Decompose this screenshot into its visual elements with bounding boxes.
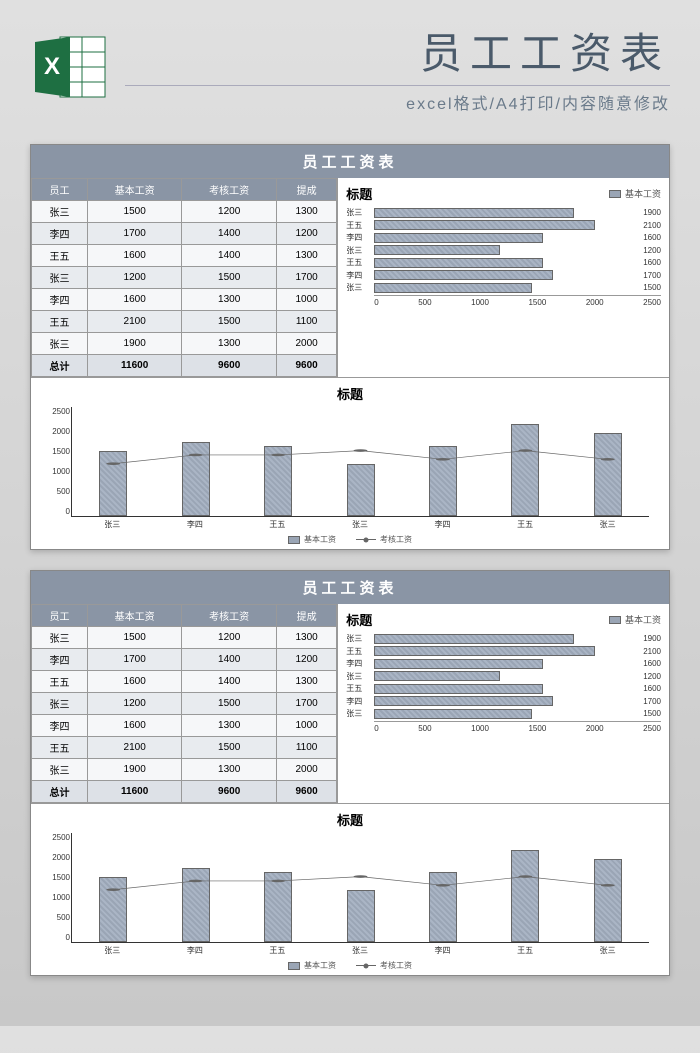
hbar-row: 李四1600 <box>346 658 661 669</box>
hbar-row: 张三1900 <box>346 207 661 218</box>
excel-icon: X <box>30 32 110 102</box>
column-header: 员工 <box>32 605 88 627</box>
y-axis-ticks: 05001000150020002500 <box>42 407 70 516</box>
table-row: 张三190013002000 <box>32 333 337 355</box>
combo-bar <box>182 868 210 942</box>
combo-title: 标题 <box>41 384 659 403</box>
salary-sheet: 员工工资表员工基本工资考核工资提成张三150012001300李四1700140… <box>30 144 670 550</box>
combo-bar <box>429 872 457 942</box>
combo-bar <box>594 859 622 942</box>
combo-chart: 标题 05001000150020002500张三李四王五张三李四王五张三基本工资… <box>31 803 669 975</box>
combo-bar <box>99 451 127 516</box>
hbar-legend: 基本工资 <box>609 187 661 200</box>
column-header: 基本工资 <box>87 179 182 201</box>
table-row: 张三190013002000 <box>32 759 337 781</box>
hbar-row: 李四1600 <box>346 232 661 243</box>
y-axis-ticks: 05001000150020002500 <box>42 833 70 942</box>
table-row: 张三150012001300 <box>32 627 337 649</box>
x-axis-labels: 张三李四王五张三李四王五张三 <box>71 945 649 956</box>
hbar-row: 王五1600 <box>346 257 661 268</box>
horizontal-bar-chart: 标题 基本工资张三1900 王五2100李四1600 张三1200王五1600 李四17… <box>337 604 669 803</box>
hbar-row: 李四1700 <box>346 696 661 707</box>
hbar-title: 标题 <box>346 184 372 203</box>
column-header: 员工 <box>32 179 88 201</box>
combo-title: 标题 <box>41 810 659 829</box>
combo-bar <box>347 890 375 942</box>
combo-bar <box>594 433 622 516</box>
sub-title: excel格式/A4打印/内容随意修改 <box>125 85 670 114</box>
salary-table: 员工基本工资考核工资提成张三150012001300李四170014001200… <box>31 604 337 803</box>
main-title: 员工工资表 <box>125 20 670 81</box>
table-row: 李四160013001000 <box>32 289 337 311</box>
column-header: 考核工资 <box>182 179 277 201</box>
combo-bar <box>347 464 375 516</box>
table-row: 李四160013001000 <box>32 715 337 737</box>
x-axis-labels: 张三李四王五张三李四王五张三 <box>71 519 649 530</box>
total-row: 总计1160096009600 <box>32 355 337 377</box>
combo-bar <box>182 442 210 516</box>
combo-legend: 基本工资考核工资 <box>41 534 659 545</box>
table-row: 王五160014001300 <box>32 671 337 693</box>
hbar-row: 张三1200 <box>346 245 661 256</box>
combo-bar <box>99 877 127 942</box>
hbar-row: 张三1900 <box>346 633 661 644</box>
page-header: X 员工工资表 excel格式/A4打印/内容随意修改 <box>0 0 700 124</box>
table-row: 王五160014001300 <box>32 245 337 267</box>
combo-bar <box>511 850 539 942</box>
combo-bar <box>429 446 457 516</box>
hbar-row: 李四1700 <box>346 270 661 281</box>
combo-bar <box>264 872 292 942</box>
table-row: 王五210015001100 <box>32 737 337 759</box>
sheet-title: 员工工资表 <box>31 145 669 178</box>
sheet-title: 员工工资表 <box>31 571 669 604</box>
table-row: 张三120015001700 <box>32 693 337 715</box>
table-row: 张三120015001700 <box>32 267 337 289</box>
hbar-x-axis: 05001000150020002500 <box>374 295 661 307</box>
table-row: 李四170014001200 <box>32 649 337 671</box>
column-header: 提成 <box>276 605 336 627</box>
combo-legend: 基本工资考核工资 <box>41 960 659 971</box>
horizontal-bar-chart: 标题 基本工资张三1900 王五2100李四1600 张三1200王五1600 李四17… <box>337 178 669 377</box>
combo-chart: 标题 05001000150020002500张三李四王五张三李四王五张三基本工资… <box>31 377 669 549</box>
hbar-x-axis: 05001000150020002500 <box>374 721 661 733</box>
column-header: 基本工资 <box>87 605 182 627</box>
table-row: 张三150012001300 <box>32 201 337 223</box>
column-header: 提成 <box>276 179 336 201</box>
hbar-row: 王五1600 <box>346 683 661 694</box>
hbar-title: 标题 <box>346 610 372 629</box>
salary-table: 员工基本工资考核工资提成张三150012001300李四170014001200… <box>31 178 337 377</box>
hbar-row: 王五2100 <box>346 220 661 231</box>
hbar-row: 王五2100 <box>346 646 661 657</box>
salary-sheet: 员工工资表员工基本工资考核工资提成张三150012001300李四1700140… <box>30 570 670 976</box>
combo-bar <box>511 424 539 516</box>
hbar-legend: 基本工资 <box>609 613 661 626</box>
svg-text:X: X <box>44 53 60 80</box>
table-row: 李四170014001200 <box>32 223 337 245</box>
hbar-row: 张三1200 <box>346 671 661 682</box>
combo-bar <box>264 446 292 516</box>
hbar-row: 张三1500 <box>346 708 661 719</box>
table-row: 王五210015001100 <box>32 311 337 333</box>
total-row: 总计1160096009600 <box>32 781 337 803</box>
hbar-row: 张三1500 <box>346 282 661 293</box>
column-header: 考核工资 <box>182 605 277 627</box>
